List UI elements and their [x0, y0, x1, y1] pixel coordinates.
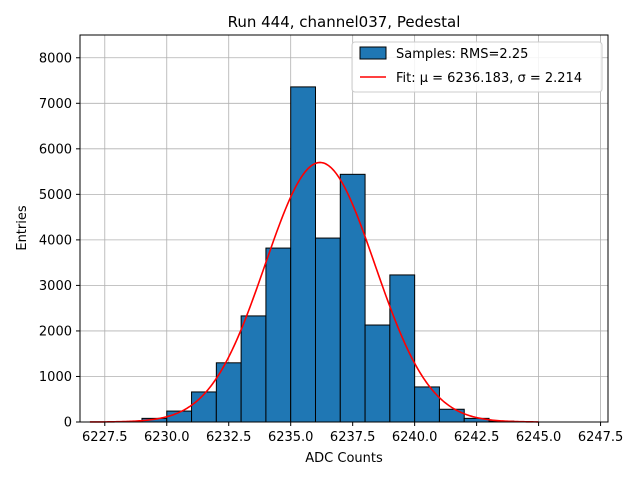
- x-tick-label: 6227.5: [82, 430, 128, 445]
- x-tick-label: 6230.0: [144, 430, 190, 445]
- plot-frame: [79, 34, 609, 423]
- y-tick-label: 7000: [39, 97, 72, 112]
- y-tick-label: 4000: [39, 233, 72, 248]
- y-tick-label: 6000: [39, 142, 72, 157]
- legend-swatch-samples: [359, 46, 387, 60]
- histogram-bar: [339, 173, 366, 423]
- histogram-bar: [414, 386, 440, 423]
- histogram-bar: [314, 237, 341, 423]
- histogram-bar: [265, 247, 292, 423]
- y-tick-label: 3000: [39, 279, 72, 294]
- x-tick-label: 6237.5: [330, 430, 376, 445]
- x-axis-ticks: 6227.5 6230.0 6232.5 6235.0 6237.5 6240.0 6242…: [82, 422, 623, 445]
- histogram-bar: [438, 408, 465, 423]
- histogram-bar: [240, 315, 267, 423]
- x-tick-label: 6232.5: [206, 430, 252, 445]
- histogram-bar: [290, 86, 316, 423]
- chart-title: Run 444, channel037, Pedestal: [228, 13, 461, 31]
- y-tick-label: 1000: [39, 370, 72, 385]
- histogram-bar: [364, 324, 391, 423]
- y-axis-label: Entries: [15, 205, 30, 251]
- y-tick-label: 5000: [39, 188, 72, 203]
- legend-label-fit: Fit: μ = 6236.183, σ = 2.214: [396, 71, 582, 86]
- histogram-bars: [141, 86, 515, 423]
- x-tick-label: 6245.0: [516, 430, 562, 445]
- y-tick-label: 8000: [39, 51, 72, 66]
- x-tick-label: 6235.0: [268, 430, 314, 445]
- histogram-bar: [191, 391, 217, 423]
- histogram-bar: [389, 274, 416, 423]
- x-tick-label: 6240.0: [392, 430, 438, 445]
- x-tick-label: 6247.5: [578, 430, 624, 445]
- y-axis-ticks: 0 1000 2000 3000 4000 5000 6000 7000 8000: [39, 51, 80, 431]
- legend: Samples: RMS=2.25 Fit: μ = 6236.183, σ =…: [351, 41, 603, 93]
- legend-label-samples: Samples: RMS=2.25: [396, 47, 528, 62]
- y-tick-label: 0: [64, 416, 72, 431]
- y-tick-label: 2000: [39, 324, 72, 339]
- fit-curve: [89, 161, 539, 423]
- x-axis-label: ADC Counts: [305, 451, 383, 466]
- legend-box: [351, 41, 603, 93]
- x-tick-label: 6242.5: [454, 430, 500, 445]
